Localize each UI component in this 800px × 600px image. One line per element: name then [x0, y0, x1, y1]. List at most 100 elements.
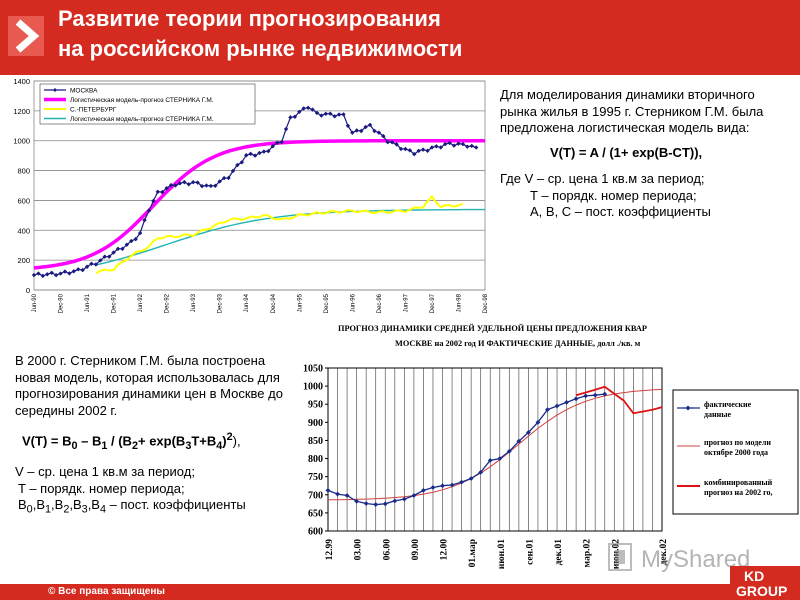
c2-point — [554, 403, 560, 409]
c2-point — [535, 419, 541, 425]
c1-legend-box — [39, 83, 256, 125]
c2-point — [354, 498, 360, 504]
c2-point — [335, 491, 340, 497]
c1-x-tick: Dec-93 — [218, 293, 224, 313]
c1-x-tick: Dec-90 — [59, 293, 65, 313]
c1-y-tick: 400 — [17, 226, 30, 235]
c2-point — [382, 501, 388, 507]
chart-price-dynamics-1990-1998: 0 200 400 600 800 1000 1200 1400 Jun-90 Dec-90 Jun… — [0, 75, 500, 320]
c2-point — [430, 485, 436, 490]
c1-point — [301, 106, 306, 111]
c1-point — [420, 147, 426, 152]
c1-point — [208, 183, 214, 189]
c2-y-tick: 600 — [308, 527, 323, 538]
c2-x-tick: 09.00 — [411, 539, 421, 561]
c2-point — [392, 498, 398, 504]
c1-point — [389, 140, 395, 145]
c1-y-tick: 800 — [17, 167, 30, 176]
c1-point — [363, 124, 368, 130]
c1-series-spb — [95, 194, 464, 275]
c1-x-tick: Dec-95 — [324, 293, 330, 313]
page-title: Развитие теории прогнозирования на росси… — [58, 4, 778, 64]
c1-point — [412, 151, 417, 157]
c1-point — [332, 114, 337, 119]
c1-y-tick: 1200 — [13, 107, 30, 116]
c1-point — [182, 179, 187, 185]
c2-y-tick: 800 — [308, 454, 323, 465]
c2-y-tick: 850 — [308, 436, 323, 447]
c1-point — [115, 246, 121, 252]
c1-point — [376, 130, 382, 135]
c2-y-tick: 750 — [308, 472, 323, 483]
chart-forecast-2002: ПРОГНОЗ ДИНАМИКИ СРЕДНЕЙ УДЕЛЬНОЙ ЦЕНЫ П… — [290, 318, 800, 580]
c1-point — [381, 133, 386, 139]
c1-point — [89, 261, 94, 266]
c2-point — [421, 488, 426, 493]
c1-y-tick: 1000 — [13, 137, 30, 146]
where-line-1: Где V – ср. цена 1 кв.м за период; — [500, 171, 705, 186]
c1-point — [235, 162, 240, 168]
c1-point — [151, 198, 156, 204]
c2-x-tick: 03.00 — [354, 539, 364, 561]
c1-point — [120, 246, 125, 252]
c2-point — [468, 476, 474, 481]
c1-point — [394, 142, 399, 147]
c1-x-tick: Jun-97 — [403, 293, 409, 312]
c1-point — [350, 130, 355, 135]
c2-x-tick: сен.01 — [525, 539, 535, 565]
c1-point — [49, 270, 54, 276]
c1-point — [283, 126, 289, 132]
c2-x-tick: 12.00 — [440, 539, 450, 561]
c1-x-tick: Dec-97 — [430, 293, 436, 313]
c1-point — [36, 271, 41, 276]
where-line-2: T – порядк. номер периода; — [530, 187, 697, 203]
c1-point — [252, 153, 258, 158]
c1-series-spb-model — [95, 208, 485, 266]
c1-point — [345, 123, 351, 128]
model-2000-description: В 2000 г. Стерником Г.М. была построена … — [15, 353, 283, 418]
chart2-title-line-1: ПРОГНОЗ ДИНАМИКИ СРЕДНЕЙ УДЕЛЬНОЙ ЦЕНЫ П… — [338, 324, 647, 333]
c1-point — [53, 272, 59, 278]
right-description: Для моделирования динамики вторичного ры… — [500, 87, 790, 221]
footer-bar — [0, 584, 800, 600]
c2-series-model — [327, 388, 663, 501]
c2-point — [325, 488, 331, 493]
c1-x-tick: Dec-98 — [483, 293, 489, 313]
svg-text:KD: KD — [744, 568, 764, 584]
c1-legend-label: С.-ПЕТЕРБУРГ — [70, 107, 117, 114]
vars-line-3: B0,B1,B2,B3,B4 – пост. коэффициенты — [18, 497, 246, 517]
c1-point — [248, 151, 253, 157]
c1-point — [274, 140, 280, 145]
c1-point — [173, 183, 178, 188]
c2-y-tick: 950 — [308, 400, 323, 411]
c2-point — [545, 407, 550, 413]
c1-point — [257, 150, 262, 156]
c1-point — [323, 111, 329, 117]
vars-line-2: T – порядк. номер периода; — [18, 480, 185, 496]
c2-y-tick: 1050 — [303, 364, 323, 375]
c1-point — [204, 183, 209, 188]
c2-legend-label: комбинированный — [704, 478, 773, 487]
c2-point — [440, 483, 445, 489]
c1-y-tick: 200 — [17, 256, 30, 265]
c2-y-tick: 650 — [308, 508, 323, 519]
c1-point — [292, 114, 298, 120]
c2-point — [526, 430, 531, 435]
title-line-2: на российском рынке недвижимости — [58, 36, 463, 61]
c1-point — [40, 273, 46, 279]
c1-point — [31, 272, 37, 278]
c2-point — [516, 438, 522, 444]
kd-group-logo: KD GROUP — [730, 566, 800, 600]
c1-point — [416, 148, 421, 154]
c1-point — [438, 145, 443, 150]
c1-point — [314, 110, 320, 116]
c1-y-tick: 0 — [26, 286, 30, 295]
c2-point — [363, 501, 369, 506]
c1-point — [305, 105, 311, 111]
c1-point — [429, 145, 435, 150]
c2-point — [583, 393, 589, 399]
c1-point — [336, 112, 342, 117]
c1-point — [129, 238, 134, 244]
c1-x-tick: Dec-92 — [165, 293, 171, 313]
c1-y-tick: 600 — [17, 196, 30, 205]
